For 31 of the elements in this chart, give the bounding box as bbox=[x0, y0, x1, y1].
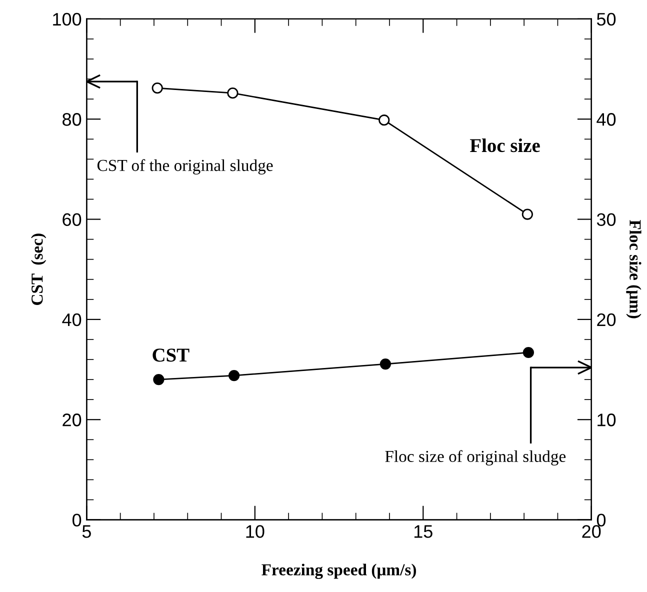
y2-tick-label: 40 bbox=[596, 113, 616, 126]
y2-tick-label: 0 bbox=[596, 514, 606, 526]
point bbox=[227, 88, 238, 99]
y2-tick-label: 20 bbox=[597, 313, 616, 326]
x-tick-label: 10 bbox=[246, 525, 264, 538]
y2-axis-title: Floc size (μm) bbox=[626, 220, 642, 318]
point bbox=[152, 82, 163, 94]
ref-line-label: CST of the original sludge bbox=[97, 159, 273, 175]
x-axis-title: Freezing speed (μm/s) bbox=[262, 564, 416, 579]
ref-line-label: Floc size of original sludge bbox=[385, 450, 566, 466]
y-tick-label: 40 bbox=[62, 313, 82, 326]
x-tick-label: 20 bbox=[582, 525, 601, 538]
y-axis-title: CST (sec) bbox=[31, 234, 46, 305]
y-tick-label: 100 bbox=[53, 12, 82, 26]
point bbox=[522, 346, 534, 358]
y2-tick-label: 10 bbox=[598, 414, 616, 426]
point bbox=[228, 370, 240, 382]
x-tick-label: 5 bbox=[82, 525, 91, 538]
point bbox=[153, 374, 164, 386]
y-tick-label: 0 bbox=[72, 514, 82, 526]
x-tick-label: 15 bbox=[414, 525, 432, 538]
y2-tick-label: 50 bbox=[596, 12, 616, 26]
point bbox=[380, 358, 392, 370]
series-label: Floc size bbox=[470, 138, 540, 152]
series-label: CST bbox=[152, 348, 190, 362]
y-tick-label: 80 bbox=[62, 113, 82, 126]
point bbox=[522, 208, 533, 220]
y2-tick-label: 30 bbox=[596, 213, 616, 226]
y-tick-label: 60 bbox=[62, 213, 82, 226]
y-tick-label: 20 bbox=[62, 414, 82, 426]
point bbox=[378, 114, 390, 126]
